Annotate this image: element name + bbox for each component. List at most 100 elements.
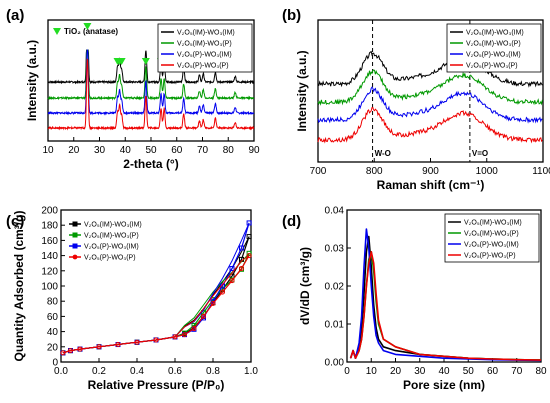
isotherm-point [210, 300, 216, 306]
panel-a: (a) 10 20 30 40 50 60 70 80 90 2-theta (°) Intensit… [6, 7, 260, 171]
y-tick-label: 100 [41, 282, 58, 293]
x-tick-label: 20 [390, 366, 402, 377]
x-tick-label: 70 [511, 366, 523, 377]
x-tick-label: 0 [344, 366, 350, 377]
x-tick-label: 1100 [532, 166, 550, 177]
xrd-series-line [47, 49, 255, 85]
y-tick-label: 20 [47, 342, 59, 353]
x-tick-label: 50 [463, 366, 475, 377]
legend-label: V₂O₅(P)-WO₃(P) [466, 63, 518, 70]
isotherm-point [246, 220, 252, 226]
isotherm-point [229, 278, 235, 284]
xrd-series-line [47, 49, 255, 101]
isotherm-point [115, 342, 121, 348]
y-tick-label: 120 [41, 266, 58, 277]
isotherm-point [246, 253, 252, 259]
y-tick-label: 200 [41, 206, 58, 217]
legend-label: V₂O₅(P)-WO₃(IM) [464, 242, 519, 249]
legend-marker [53, 28, 61, 35]
xrd-series-line [47, 58, 255, 131]
isotherm-point [246, 250, 252, 256]
y-axis-label: Quantity Adsorbed (cm³/g) [12, 211, 26, 362]
y-tick-label: 0.04 [325, 206, 345, 217]
legend-label: V₂O₅(P)-WO₃(P) [177, 63, 229, 70]
x-tick-label: 800 [366, 166, 383, 177]
isotherm-point [68, 348, 73, 354]
isotherm-point [239, 266, 244, 272]
panel-d: (d) 0 10 20 30 40 50 60 70 80 Pore size (nm) dV/dD … [282, 206, 547, 393]
isotherm-point [134, 339, 140, 345]
legend-label: V₂O₅(IM)-WO₃(P) [464, 231, 519, 238]
x-tick-label: 80 [535, 366, 547, 377]
anatase-marker [117, 58, 126, 65]
x-tick-label: 1.0 [244, 366, 258, 377]
isotherm-point [201, 313, 206, 319]
x-tick-label: 1000 [476, 166, 499, 177]
x-tick-label: 70 [197, 145, 209, 156]
psd-series-line [349, 228, 542, 362]
legend-marker [72, 232, 78, 238]
legend-label: V₂O₅(IM)-WO₃(P) [466, 41, 521, 48]
isotherm-point [246, 234, 252, 240]
x-tick-label: 10 [42, 145, 54, 156]
raman-series-line [317, 106, 543, 144]
isotherm-point [229, 266, 235, 272]
panel-c: (c) 0.0 0.2 0.4 0.6 0.8 1.0 Relative Pressure (… [6, 206, 258, 393]
legend-label: V₂O₅(IM)-WO₃(IM) [464, 220, 522, 227]
xrd-series-line [47, 49, 255, 116]
y-axis-label: Intensity (a.u.) [25, 40, 39, 121]
legend-label: V₂O₅(IM)-WO₃(IM) [466, 30, 524, 37]
y-tick-label: 0.01 [325, 320, 345, 331]
y-tick-label: 0.02 [325, 282, 345, 293]
x-tick-label: 30 [94, 145, 106, 156]
isotherm-point [60, 350, 66, 356]
anatase-marker [141, 58, 150, 65]
x-tick-label: 0.0 [54, 366, 68, 377]
x-tick-label: 20 [68, 145, 80, 156]
x-axis-label: Relative Pressure (P/P₀) [88, 378, 225, 392]
x-tick-label: 30 [414, 366, 426, 377]
y-tick-label: 0 [52, 358, 58, 369]
legend-label: V₂O₅(IM)-WO₃(P) [84, 233, 139, 240]
isotherm-point [239, 245, 244, 251]
y-tick-label: 0.00 [325, 358, 345, 369]
y-tick-label: 180 [41, 221, 58, 232]
y-tick-label: 0.03 [325, 244, 345, 255]
raman-series-line [317, 86, 543, 124]
y-tick-label: 40 [47, 327, 59, 338]
y-axis-label: Intensity (a.u.) [295, 50, 309, 131]
isotherm-desorption-line [62, 255, 250, 354]
legend-label: V₂O₅(P)-WO₃(IM) [177, 52, 232, 59]
legend-label: V₂O₅(P)-WO₃(P) [464, 253, 516, 260]
x-tick-label: 40 [120, 145, 132, 156]
isotherm-point [77, 346, 83, 352]
isotherm-point [153, 337, 159, 343]
legend-marker [72, 221, 78, 227]
x-axis-label: Raman shift (cm⁻¹) [377, 178, 485, 192]
isotherm-point [172, 334, 178, 340]
isotherm-point [220, 289, 225, 295]
marker-legend-label: TiO₂ (anatase) [64, 27, 118, 36]
x-tick-label: 0.6 [168, 366, 182, 377]
legend-label: V₂O₅(IM)-WO₃(P) [177, 41, 232, 48]
x-tick-label: 0.2 [92, 366, 106, 377]
panel-b: (b) 700 800 900 1000 1100 Raman shift (cm⁻¹) In… [282, 7, 550, 192]
x-tick-label: 50 [145, 145, 157, 156]
raman-series-line [317, 50, 543, 88]
psd-series-line [349, 251, 542, 361]
x-tick-label: 60 [171, 145, 183, 156]
isotherm-point [191, 326, 197, 332]
x-tick-label: 900 [422, 166, 439, 177]
y-tick-label: 60 [47, 312, 59, 323]
y-tick-label: 80 [47, 297, 59, 308]
raman-series-line [317, 69, 543, 106]
panel-label: (b) [282, 7, 301, 24]
legend-label: V₂O₅(P)-WO₃(IM) [84, 244, 139, 251]
x-tick-label: 0.4 [130, 366, 144, 377]
y-tick-label: 140 [41, 251, 58, 262]
panel-label: (c) [6, 213, 24, 230]
isotherm-point [96, 344, 102, 350]
x-tick-label: 700 [310, 166, 327, 177]
